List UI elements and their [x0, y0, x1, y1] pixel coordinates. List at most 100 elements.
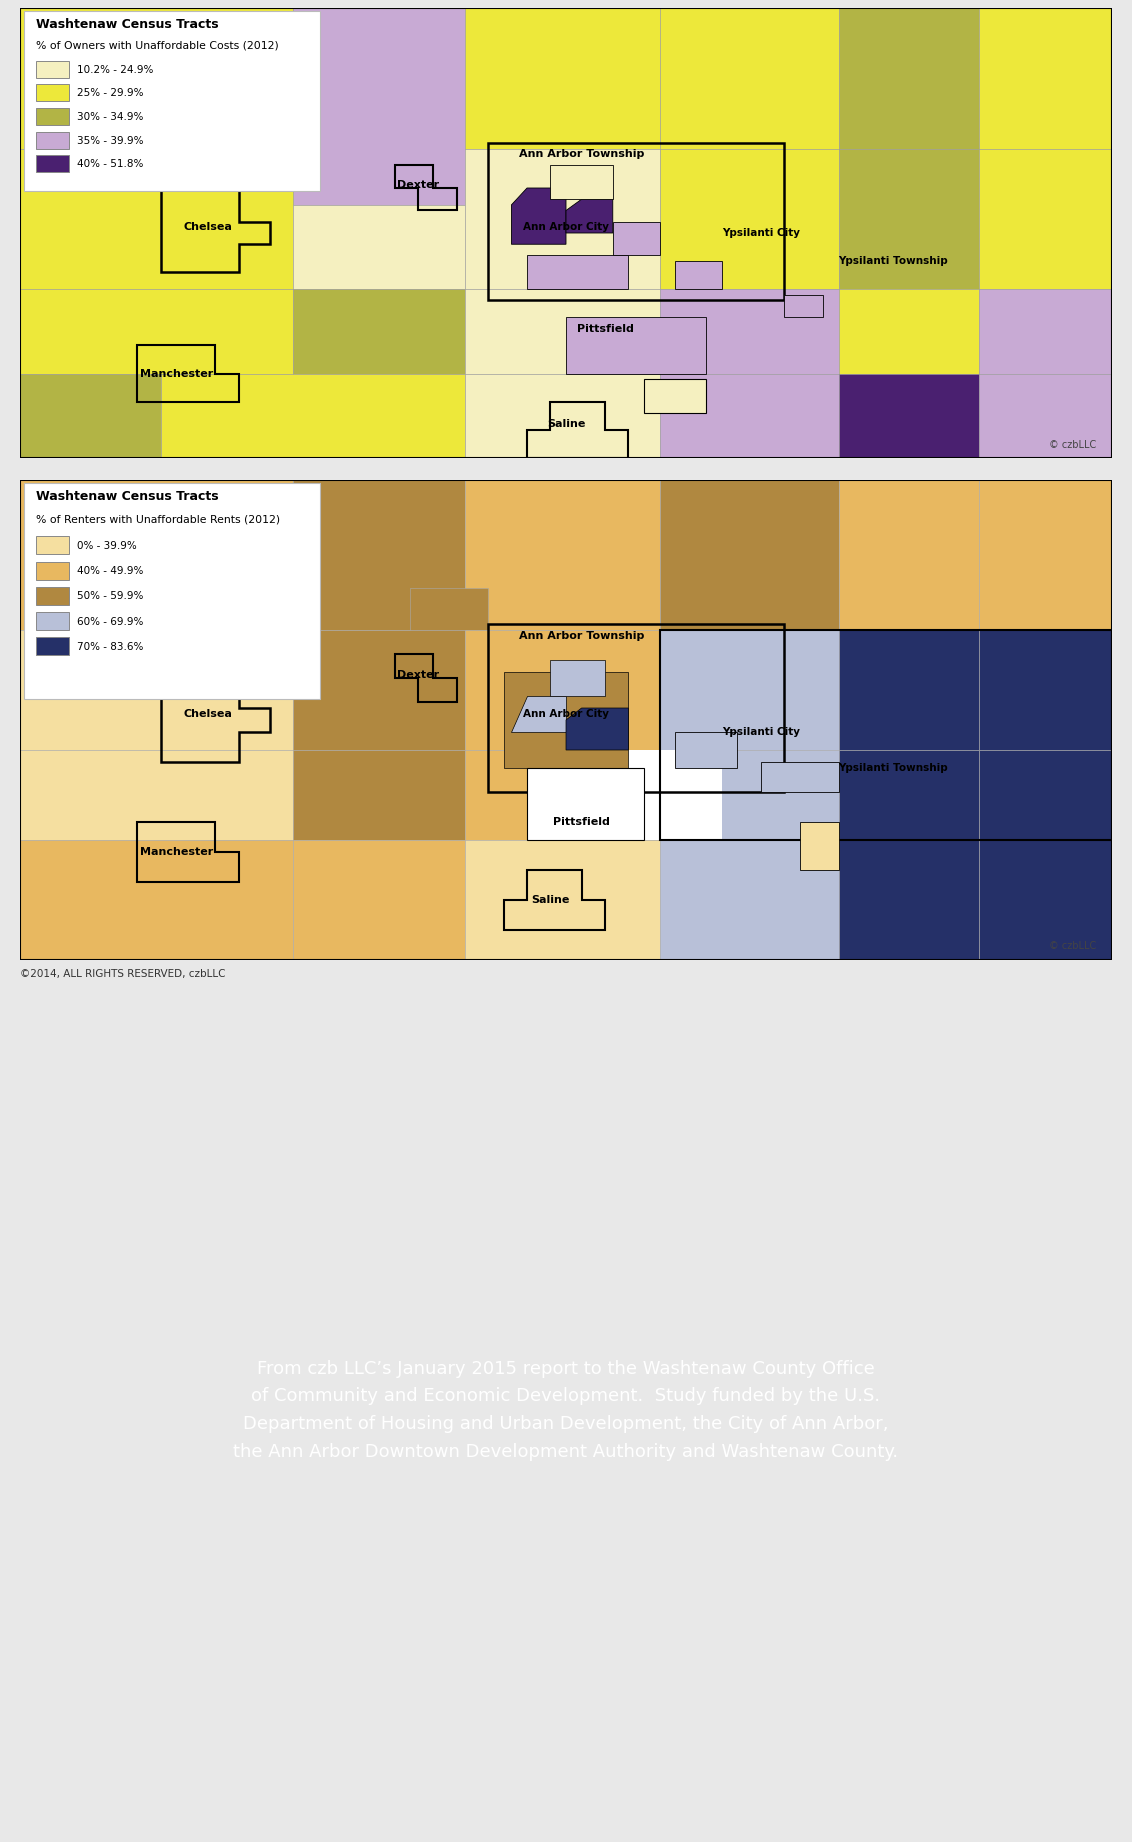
- Text: Ypsilanti Township: Ypsilanti Township: [839, 256, 949, 265]
- Text: Washtenaw Census Tracts: Washtenaw Census Tracts: [36, 18, 218, 31]
- Bar: [488, 624, 784, 792]
- Bar: [979, 481, 1112, 630]
- Bar: [293, 750, 464, 840]
- Bar: [36, 588, 69, 604]
- Text: Saline: Saline: [531, 895, 569, 904]
- Bar: [36, 109, 69, 125]
- Polygon shape: [566, 199, 612, 232]
- Bar: [660, 481, 839, 630]
- Bar: [800, 822, 839, 869]
- Bar: [20, 481, 293, 630]
- Bar: [20, 149, 293, 289]
- Bar: [675, 731, 737, 768]
- Bar: [293, 481, 464, 630]
- Bar: [293, 289, 464, 374]
- Text: Ypsilanti City: Ypsilanti City: [722, 728, 800, 737]
- Text: Ann Arbor City: Ann Arbor City: [523, 709, 609, 718]
- FancyBboxPatch shape: [24, 483, 320, 698]
- Bar: [20, 630, 293, 750]
- Bar: [839, 7, 979, 149]
- Bar: [675, 262, 722, 289]
- Bar: [20, 289, 293, 374]
- Text: 0% - 39.9%: 0% - 39.9%: [77, 542, 137, 551]
- Bar: [504, 166, 660, 289]
- Text: Dexter: Dexter: [397, 670, 439, 680]
- Bar: [464, 7, 660, 149]
- Bar: [36, 155, 69, 173]
- Bar: [979, 149, 1112, 289]
- Bar: [660, 630, 1112, 840]
- Text: Manchester: Manchester: [139, 847, 213, 857]
- Bar: [761, 763, 839, 792]
- Polygon shape: [566, 707, 628, 750]
- Bar: [20, 7, 293, 149]
- Bar: [464, 374, 660, 459]
- Polygon shape: [512, 696, 566, 731]
- Bar: [660, 374, 839, 459]
- Bar: [566, 317, 706, 374]
- Bar: [979, 289, 1112, 374]
- Text: % of Owners with Unaffordable Costs (2012): % of Owners with Unaffordable Costs (201…: [36, 41, 278, 50]
- Text: Saline: Saline: [547, 420, 585, 429]
- Text: 25% - 29.9%: 25% - 29.9%: [77, 88, 144, 98]
- Bar: [644, 379, 706, 413]
- Bar: [464, 840, 660, 960]
- Bar: [36, 536, 69, 554]
- Text: 50% - 59.9%: 50% - 59.9%: [77, 591, 144, 600]
- Bar: [161, 374, 464, 459]
- Text: © czbLLC: © czbLLC: [1048, 440, 1096, 449]
- Bar: [488, 144, 784, 300]
- Bar: [839, 750, 979, 840]
- Bar: [839, 374, 979, 459]
- Bar: [36, 61, 69, 77]
- Text: Chelsea: Chelsea: [183, 223, 232, 232]
- Text: ©2014, ALL RIGHTS RESERVED, czbLLC: ©2014, ALL RIGHTS RESERVED, czbLLC: [20, 969, 226, 978]
- Bar: [464, 149, 660, 289]
- Bar: [293, 840, 464, 960]
- Bar: [36, 85, 69, 101]
- Bar: [839, 481, 979, 630]
- Text: 60% - 69.9%: 60% - 69.9%: [77, 617, 144, 626]
- Bar: [660, 149, 839, 289]
- Polygon shape: [504, 672, 628, 768]
- Bar: [464, 750, 660, 840]
- FancyBboxPatch shape: [24, 11, 320, 192]
- Text: Ann Arbor Township: Ann Arbor Township: [518, 632, 644, 641]
- Text: 40% - 49.9%: 40% - 49.9%: [77, 565, 144, 577]
- Bar: [660, 289, 839, 374]
- Bar: [979, 7, 1112, 149]
- Text: © czbLLC: © czbLLC: [1048, 941, 1096, 950]
- Text: Washtenaw Census Tracts: Washtenaw Census Tracts: [36, 490, 218, 503]
- Bar: [293, 630, 464, 750]
- Text: 70% - 83.6%: 70% - 83.6%: [77, 641, 144, 652]
- Bar: [20, 750, 293, 840]
- Text: Ypsilanti Township: Ypsilanti Township: [839, 763, 949, 774]
- Polygon shape: [528, 256, 628, 289]
- Text: % of Renters with Unaffordable Rents (2012): % of Renters with Unaffordable Rents (20…: [36, 514, 280, 525]
- Bar: [979, 630, 1112, 750]
- Bar: [979, 374, 1112, 459]
- Text: 10.2% - 24.9%: 10.2% - 24.9%: [77, 64, 154, 76]
- Text: Dexter: Dexter: [397, 181, 439, 190]
- Bar: [660, 630, 839, 750]
- Bar: [36, 612, 69, 630]
- Bar: [839, 149, 979, 289]
- Bar: [410, 588, 488, 630]
- Bar: [528, 768, 644, 840]
- Polygon shape: [612, 221, 660, 256]
- Text: Chelsea: Chelsea: [183, 709, 232, 718]
- Bar: [464, 630, 660, 750]
- Bar: [36, 133, 69, 149]
- Bar: [528, 750, 722, 840]
- Bar: [979, 750, 1112, 840]
- Polygon shape: [512, 188, 566, 245]
- Bar: [839, 840, 979, 960]
- Text: Pittsfield: Pittsfield: [576, 324, 634, 333]
- Bar: [36, 637, 69, 656]
- Bar: [660, 750, 839, 840]
- Text: Ann Arbor Township: Ann Arbor Township: [518, 149, 644, 158]
- Bar: [464, 289, 660, 374]
- Text: Manchester: Manchester: [139, 368, 213, 379]
- Bar: [20, 374, 161, 459]
- Polygon shape: [550, 659, 604, 696]
